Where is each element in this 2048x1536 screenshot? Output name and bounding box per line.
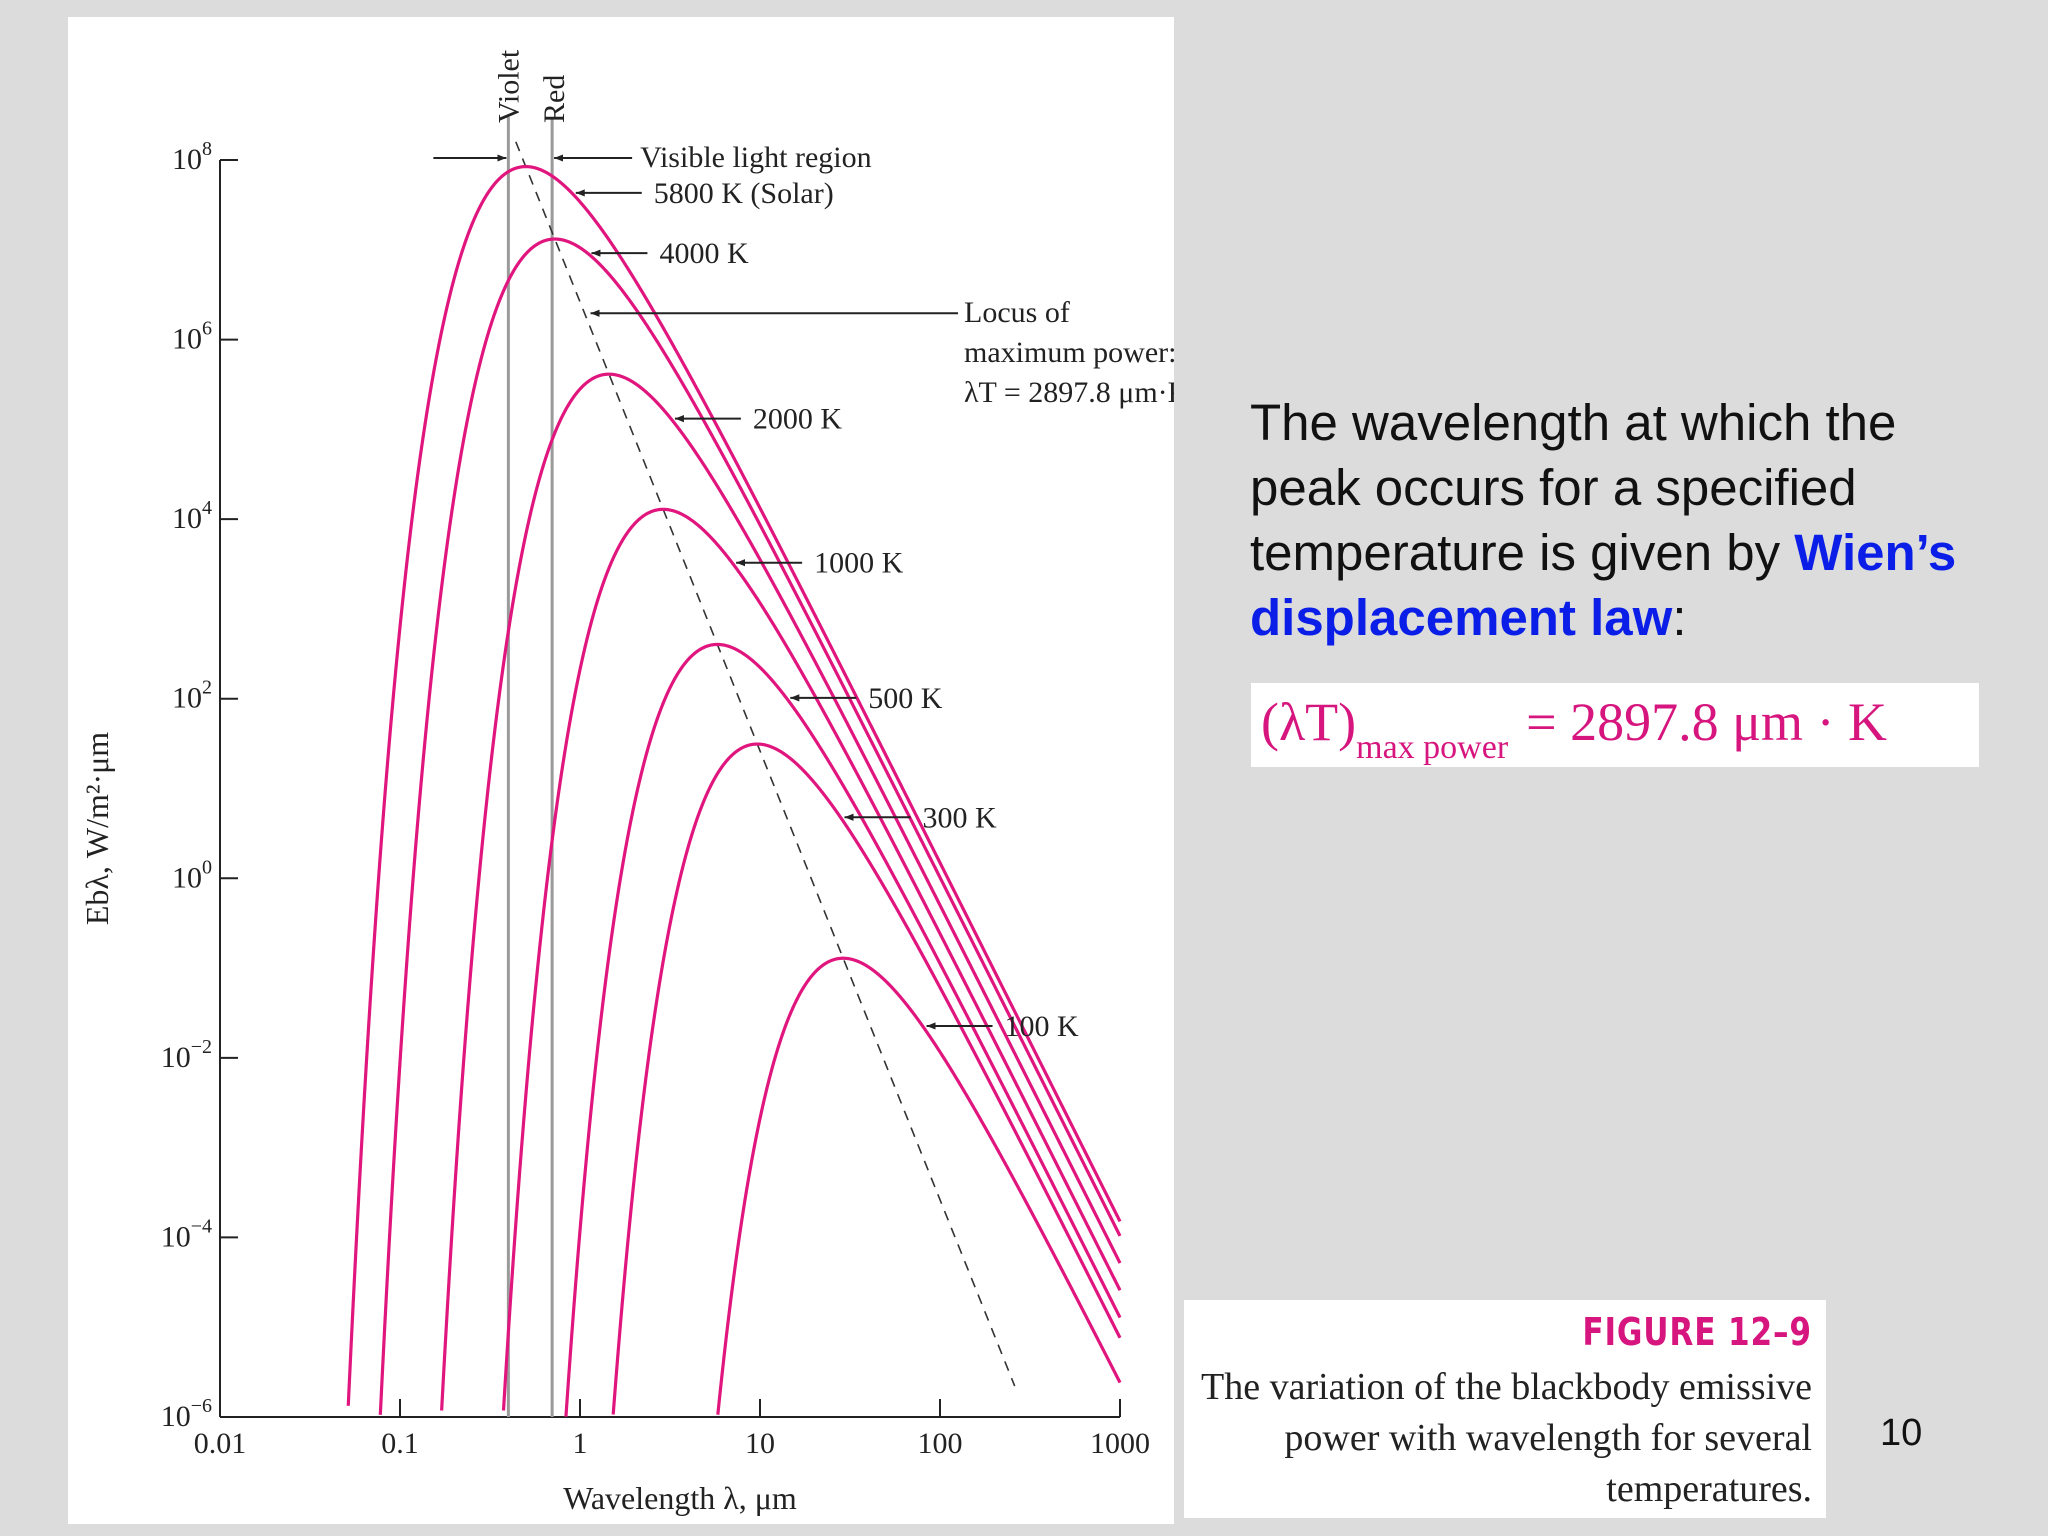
page-number: 10 xyxy=(1880,1412,1923,1454)
label-2000k: 2000 K xyxy=(753,403,843,436)
curve-4000k xyxy=(378,237,1122,1415)
locus-label-line1: Locus of xyxy=(964,296,1070,329)
curve-2000k xyxy=(440,372,1122,1411)
x-tick-label: 0.1 xyxy=(381,1427,419,1460)
locus-label-line2: maximum power: xyxy=(964,336,1174,369)
label-300k: 300 K xyxy=(922,801,997,834)
label-500k: 500 K xyxy=(868,682,943,715)
visible-region-label: Visible light region xyxy=(640,141,872,174)
y-axis-label: Ebλ, W/m²·μm xyxy=(79,732,115,925)
curve-100k xyxy=(716,956,1122,1415)
caption-title: FIGURE 12–9 xyxy=(1582,1310,1812,1354)
caption-text: The variation of the blackbody emissive … xyxy=(1201,1366,1812,1510)
label-1000k: 1000 K xyxy=(814,547,904,580)
description-text: The wavelength at which the peak occurs … xyxy=(1250,390,2010,650)
description-after: : xyxy=(1672,589,1687,646)
x-tick-label: 0.01 xyxy=(194,1427,247,1460)
figure-caption: FIGURE 12–9 The variation of the blackbo… xyxy=(1184,1300,1826,1518)
chart-labels: 5800 K (Solar) 4000 K 2000 K 1000 K 500 K 300… xyxy=(575,177,1174,1043)
y-tick-label: 10−2 xyxy=(161,1036,212,1074)
description-before: The wavelength at which the peak occurs … xyxy=(1250,394,1897,581)
wien-law-highlight: Wien’s displacement law xyxy=(1250,524,1957,646)
y-tick-label: 10−6 xyxy=(161,1395,212,1433)
axes: 108 106 104 102 100 10−2 10−4 10−60.01 0.1 1 10 100… xyxy=(79,138,1150,1516)
y-tick-label: 100 xyxy=(172,856,212,894)
locus-dashed-line xyxy=(515,141,1016,1387)
locus-label-line3: λT = 2897.8 μm·K xyxy=(964,376,1174,409)
curve-500k xyxy=(564,642,1122,1417)
visible-light-region: Violet Red Visible light region xyxy=(433,49,872,1417)
curves xyxy=(346,164,1122,1417)
wien-formula: (λT)max power = 2897.8 μm · K xyxy=(1261,691,1888,766)
x-tick-label: 1000 xyxy=(1090,1427,1150,1460)
formula-rhs: = 2897.8 μm · K xyxy=(1526,692,1888,752)
curve-1000k xyxy=(501,507,1122,1411)
formula-subscript: max power xyxy=(1356,729,1509,766)
x-tick-label: 10 xyxy=(745,1427,775,1460)
chart-panel: 108 106 104 102 100 10−2 10−4 10−6 0.01 0.1 1 10 100… xyxy=(68,17,1174,1524)
curve-300k xyxy=(611,742,1122,1415)
y-tick-label: 104 xyxy=(172,497,212,535)
formula-box: (λT)max power = 2897.8 μm · K xyxy=(1251,683,1979,767)
label-100k: 100 K xyxy=(1005,1010,1079,1043)
x-tick-label: 100 xyxy=(918,1427,963,1460)
y-tick-label: 108 xyxy=(172,138,212,176)
red-label: Red xyxy=(538,75,571,123)
x-tick-label: 1 xyxy=(573,1427,588,1460)
label-4000k: 4000 K xyxy=(659,237,749,270)
blackbody-chart: 108 106 104 102 100 10−2 10−4 10−60.01 0.1 1 10 100… xyxy=(79,49,1174,1516)
locus-line xyxy=(515,141,1016,1387)
y-tick-label: 106 xyxy=(172,318,212,356)
y-tick-label: 10−4 xyxy=(161,1215,212,1253)
label-5800k: 5800 K (Solar) xyxy=(654,177,834,210)
violet-label: Violet xyxy=(492,49,525,123)
formula-lhs: (λT) xyxy=(1261,692,1357,752)
curve-5800k xyxy=(346,164,1122,1406)
y-tick-label: 102 xyxy=(172,677,212,715)
x-axis-label: Wavelength λ, μm xyxy=(563,1480,797,1516)
